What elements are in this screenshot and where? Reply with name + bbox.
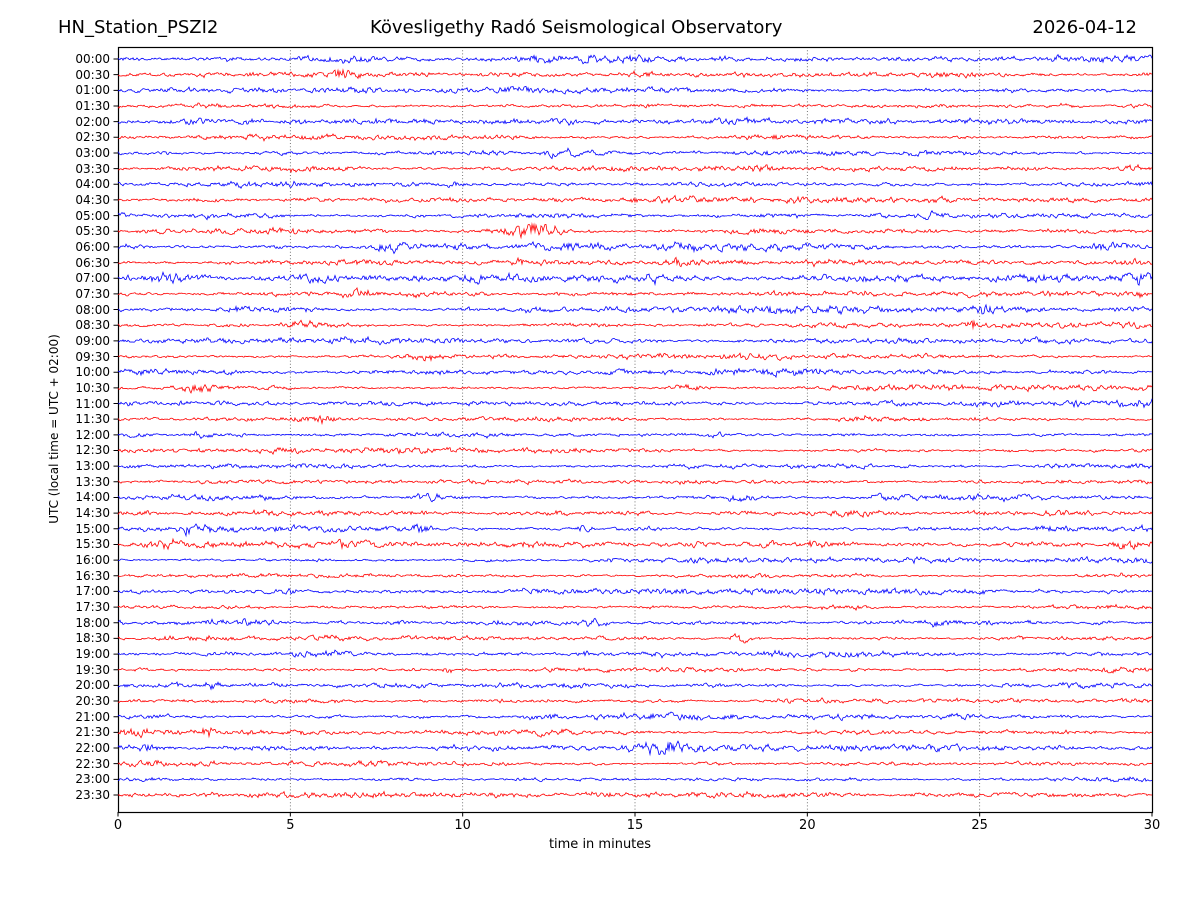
row-time-label: 13:00 (75, 459, 110, 474)
row-time-label: 04:00 (75, 177, 110, 192)
row-time-label: 02:00 (75, 114, 110, 129)
x-tick-label: 5 (286, 818, 295, 833)
row-time-label: 03:30 (75, 161, 110, 176)
row-time-label: 08:00 (75, 302, 110, 317)
x-tick-label: 10 (454, 818, 471, 833)
row-time-label: 05:00 (75, 208, 110, 223)
row-time-label: 06:00 (75, 239, 110, 254)
row-time-label: 14:30 (75, 506, 110, 521)
x-tick-label: 0 (113, 818, 123, 833)
observatory-title: Kövesligethy Radó Seismological Observat… (370, 17, 783, 38)
row-time-label: 16:30 (75, 568, 110, 583)
row-time-label: 22:30 (75, 756, 110, 771)
row-time-label: 01:00 (75, 83, 110, 98)
row-time-label: 23:00 (75, 772, 110, 787)
row-time-label: 23:30 (75, 788, 110, 802)
x-tick-label: 20 (799, 818, 816, 833)
row-time-label: 01:30 (75, 98, 110, 113)
row-time-label: 00:30 (75, 67, 110, 82)
row-time-label: 09:00 (75, 333, 110, 348)
row-time-label: 10:00 (75, 365, 110, 380)
date-title: 2026-04-12 (1032, 17, 1137, 38)
row-time-label: 19:30 (75, 662, 110, 677)
row-time-label: 20:30 (75, 694, 110, 709)
x-tick-label: 15 (626, 818, 644, 833)
x-tick-label: 30 (1143, 818, 1161, 833)
row-time-label: 18:00 (75, 615, 110, 630)
row-time-label: 13:30 (75, 474, 110, 489)
y-axis-label: UTC (local time = UTC + 02:00) (47, 334, 61, 524)
row-time-label: 11:00 (75, 396, 110, 411)
row-time-label: 12:30 (75, 443, 110, 458)
row-time-label: 21:00 (75, 709, 110, 724)
row-time-label: 06:30 (75, 255, 110, 270)
row-time-label: 00:00 (75, 52, 110, 66)
row-time-label: 19:00 (75, 647, 110, 662)
row-time-label: 04:30 (75, 192, 110, 207)
row-time-label: 08:30 (75, 318, 110, 333)
row-time-label: 14:00 (75, 490, 110, 505)
row-time-label: 02:30 (75, 130, 110, 145)
row-time-label: 05:30 (75, 224, 110, 239)
row-time-label: 03:00 (75, 145, 110, 160)
row-time-label: 22:00 (75, 741, 110, 756)
row-time-label: 17:00 (75, 584, 110, 599)
x-tick-label: 25 (971, 818, 988, 833)
row-time-label: 18:30 (75, 631, 110, 646)
row-time-label: 15:00 (75, 521, 110, 536)
row-time-label: 12:00 (75, 427, 110, 442)
row-time-label: 16:00 (75, 553, 110, 568)
row-time-label: 07:00 (75, 271, 110, 286)
row-time-label: 21:30 (75, 725, 110, 740)
row-time-label: 11:30 (75, 412, 110, 427)
row-time-label: 09:30 (75, 349, 110, 364)
row-time-label: 10:30 (75, 380, 110, 395)
x-axis-label: time in minutes (548, 837, 652, 852)
row-time-label: 17:30 (75, 600, 110, 615)
row-time-label: 07:30 (75, 286, 110, 301)
station-title: HN_Station_PSZI2 (58, 17, 219, 38)
row-time-label: 15:30 (75, 537, 110, 552)
row-time-label: 20:00 (75, 678, 110, 693)
